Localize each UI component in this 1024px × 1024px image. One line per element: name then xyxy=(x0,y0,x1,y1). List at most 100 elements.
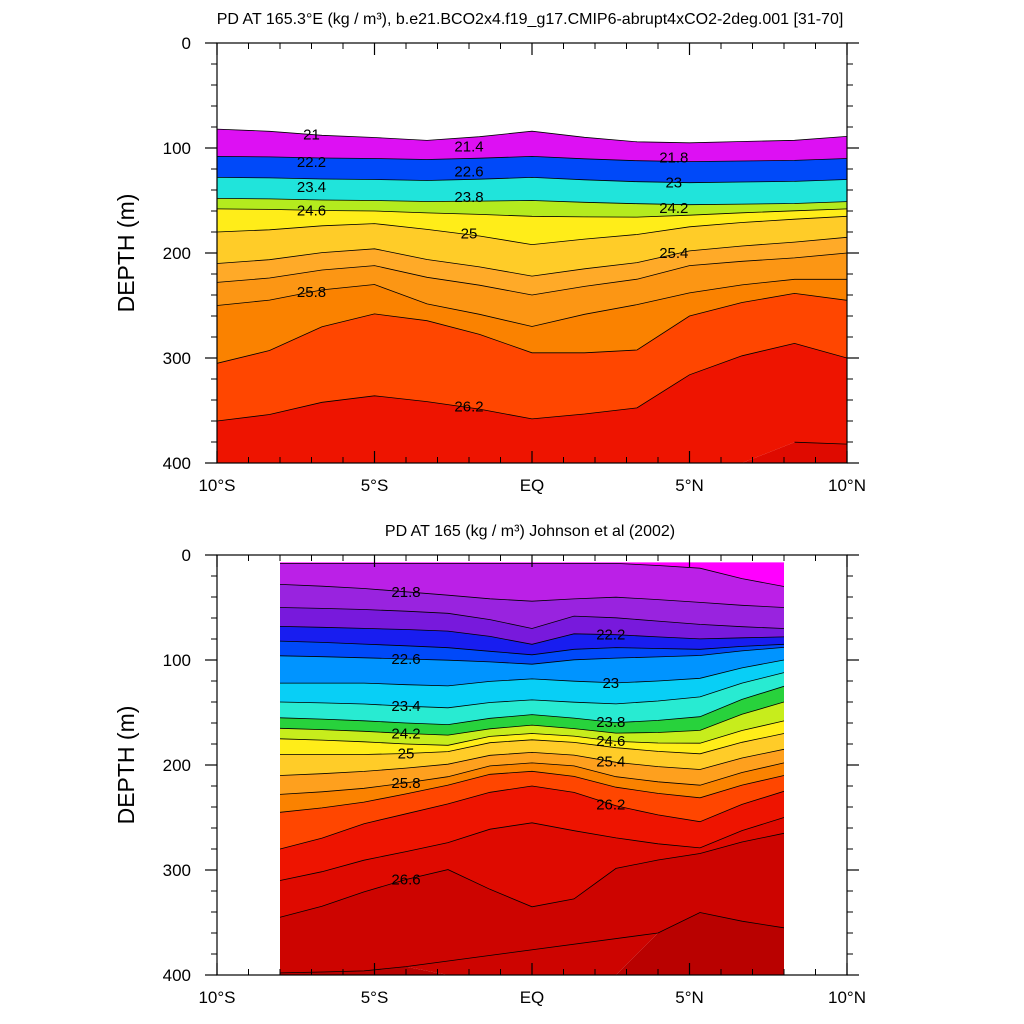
contour-line xyxy=(280,659,784,687)
contour-label: 26.2 xyxy=(596,797,625,814)
y-tick-label: 0 xyxy=(182,34,191,53)
density-band xyxy=(280,672,784,725)
x-tick-label: 10°S xyxy=(198,476,235,495)
density-band xyxy=(280,660,784,708)
y-tick-label: 300 xyxy=(163,861,191,880)
x-tick-label: EQ xyxy=(520,476,545,495)
model-density-section-panel: PD AT 165.3°E (kg / m³), b.e21.BCO2x4.f1… xyxy=(113,11,866,495)
contour-label: 23.4 xyxy=(391,698,420,715)
contour-line xyxy=(280,770,784,813)
contour-line xyxy=(280,607,784,629)
density-band xyxy=(280,912,784,975)
contour-line xyxy=(217,278,847,327)
observed-density-section-panel: PD AT 165 (kg / m³) Johnson et al (2002)… xyxy=(113,523,866,1007)
contour-label: 22.6 xyxy=(454,163,483,180)
density-band xyxy=(280,786,784,881)
density-band xyxy=(217,293,847,421)
x-tick-label: 5°N xyxy=(675,476,704,495)
contour-label: 25 xyxy=(461,226,478,243)
contour-label: 23.8 xyxy=(454,189,483,206)
contour-line xyxy=(280,748,784,776)
y-tick-label: 100 xyxy=(163,651,191,670)
y-tick-label: 200 xyxy=(163,244,191,263)
contour-line xyxy=(217,252,847,296)
contour-label: 22.2 xyxy=(297,154,326,171)
contour-line xyxy=(280,685,784,726)
contour-line xyxy=(217,128,847,144)
density-band xyxy=(280,817,784,918)
y-tick-label: 400 xyxy=(163,454,191,473)
density-band xyxy=(280,771,784,849)
contour-label: 25 xyxy=(398,746,415,763)
contour-fills xyxy=(280,562,784,975)
contour-label: 25.4 xyxy=(659,245,688,262)
contour-label: 24.6 xyxy=(297,202,326,219)
contour-line xyxy=(280,817,784,881)
contour-label: 25.8 xyxy=(391,775,420,792)
y-tick-label: 100 xyxy=(163,139,191,158)
panel-title: PD AT 165 (kg / m³) Johnson et al (2002) xyxy=(385,523,675,540)
contour-label: 22.2 xyxy=(596,627,625,644)
contour-line xyxy=(217,215,847,246)
contour-fills xyxy=(217,43,847,463)
contour-line xyxy=(217,208,847,218)
contour-line xyxy=(280,832,784,918)
y-tick-label: 200 xyxy=(163,756,191,775)
density-band xyxy=(217,156,847,183)
contour-label: 21.8 xyxy=(391,584,420,601)
contour-line xyxy=(280,626,784,645)
density-band xyxy=(217,198,847,218)
contour-line xyxy=(280,733,784,755)
no-data-region xyxy=(217,43,847,143)
contour-line xyxy=(217,292,847,364)
contour-line xyxy=(280,720,784,746)
contour-line xyxy=(280,584,784,608)
density-band xyxy=(280,749,784,795)
density-band xyxy=(217,279,847,364)
contour-line xyxy=(280,785,784,850)
contour-label: 23.8 xyxy=(596,714,625,731)
contour-label: 24.2 xyxy=(391,726,420,743)
contour-line xyxy=(217,236,847,277)
x-tick-label: 5°S xyxy=(361,476,389,495)
y-axis-label: DEPTH (m) xyxy=(113,194,139,313)
density-band xyxy=(280,562,784,587)
y-tick-label: 400 xyxy=(163,966,191,985)
panel-title: PD AT 165.3°E (kg / m³), b.e21.BCO2x4.f1… xyxy=(217,11,844,28)
x-tick-label: 10°N xyxy=(828,988,866,1007)
x-tick-label: EQ xyxy=(520,988,545,1007)
contour-label: 25.8 xyxy=(297,284,326,301)
density-band xyxy=(280,563,784,608)
density-band xyxy=(217,177,847,205)
contour-line xyxy=(280,647,784,665)
density-band xyxy=(280,720,784,755)
density-band xyxy=(217,237,847,295)
contour-line xyxy=(280,912,784,974)
y-tick-label: 0 xyxy=(182,546,191,565)
density-band xyxy=(217,216,847,277)
contour-line xyxy=(280,762,784,795)
contour-label: 23 xyxy=(665,175,682,192)
contour-label: 23.4 xyxy=(297,179,326,196)
density-band xyxy=(280,607,784,645)
density-band xyxy=(280,686,784,736)
density-band xyxy=(217,208,847,245)
density-band xyxy=(217,129,847,162)
contour-label: 21.4 xyxy=(454,138,483,155)
x-tick-label: 10°N xyxy=(828,476,866,495)
contour-label: 24.6 xyxy=(596,733,625,750)
contour-line xyxy=(280,640,784,656)
contour-line xyxy=(794,441,847,445)
density-band xyxy=(217,253,847,327)
contour-plot-area: 21.8 22.2 22.6 23 23.4 23.8 24.2 24.6 25 25.4 25.8… xyxy=(163,546,866,1007)
x-tick-label: 5°N xyxy=(675,988,704,1007)
density-band xyxy=(280,626,784,655)
contour-line xyxy=(217,155,847,163)
contour-line xyxy=(217,198,847,206)
contour-label: 21.8 xyxy=(659,150,688,167)
contour-line xyxy=(280,672,784,709)
x-tick-label: 5°S xyxy=(361,988,389,1007)
contour-label: 23 xyxy=(602,675,619,692)
y-tick-label: 300 xyxy=(163,349,191,368)
